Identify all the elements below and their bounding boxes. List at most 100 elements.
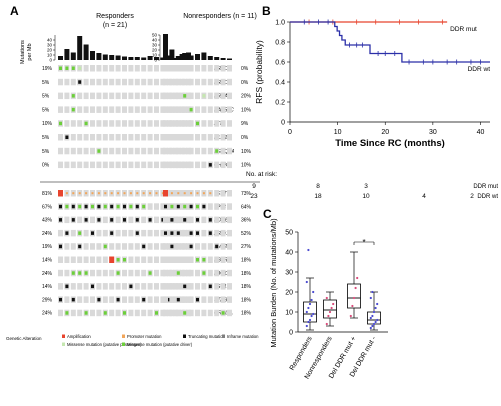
- responder-cell: [166, 283, 172, 290]
- responder-burden-bar: [64, 49, 70, 60]
- nonresponder-cell: [201, 134, 207, 141]
- responder-cell: [173, 65, 179, 72]
- data-point: [312, 290, 315, 294]
- responder-cell: [122, 229, 127, 237]
- responder-cell: [90, 120, 95, 127]
- at-risk-value: 9: [252, 183, 256, 190]
- missense-driver-mark: [189, 107, 193, 112]
- y-tick-label: 0: [289, 330, 293, 337]
- responder-burden-bar: [141, 57, 147, 60]
- promoter-mark: [149, 192, 152, 195]
- data-point: [369, 316, 372, 320]
- responder-burden-bar: [179, 54, 185, 60]
- responder-cell: [77, 256, 83, 263]
- responder-cell: [141, 65, 147, 72]
- responder-cell: [109, 65, 115, 72]
- data-point: [330, 306, 333, 310]
- x-tick-label: 20: [381, 129, 389, 136]
- nonresponder-cell: [188, 65, 194, 72]
- nonresponder-percent: 0%: [241, 135, 249, 141]
- data-point: [327, 314, 330, 318]
- responder-cell: [154, 256, 159, 263]
- truncating-mark: [97, 218, 101, 222]
- nonresponder-percent: 73%: [241, 191, 252, 197]
- responder-cell: [160, 147, 166, 155]
- at-risk-label: DDR wt: [477, 194, 498, 200]
- nonresponder-cell: [220, 203, 226, 210]
- responder-cell: [160, 92, 166, 100]
- responder-cell: [186, 147, 191, 155]
- at-risk-label: DDR mut: [473, 184, 498, 190]
- responder-cell: [141, 269, 147, 277]
- responder-cell: [90, 243, 95, 250]
- responder-percent: 24%: [42, 311, 53, 317]
- y-tick-label: 0.4: [275, 80, 285, 87]
- responder-cell: [186, 92, 191, 100]
- data-point: [351, 304, 354, 308]
- responder-cell: [115, 92, 121, 100]
- responder-cell: [96, 120, 102, 127]
- missense-driver-mark: [116, 271, 120, 275]
- responder-cell: [77, 309, 83, 317]
- y-tick-label: 50: [285, 230, 293, 237]
- nonresponder-cell: [207, 78, 213, 86]
- responder-cell: [141, 78, 147, 86]
- alteration-legend: Genetic Alteration Amplification Promoter …: [6, 334, 259, 347]
- nonresponder-cell: [188, 147, 194, 155]
- at-risk-value: 23: [250, 193, 258, 200]
- y-tick-label: 0.8: [275, 40, 285, 47]
- truncating-mark: [110, 204, 114, 209]
- responder-cell: [154, 243, 159, 250]
- truncating-mark: [164, 231, 167, 235]
- responder-cell: [179, 269, 185, 277]
- oncoprint-grid: 19%ERCC20%5%ERCC50%5%BRCA220%5%RAD51C10%…: [40, 65, 260, 317]
- responder-cell: [134, 65, 140, 72]
- nonresponder-cell: [188, 296, 194, 303]
- responder-cell: [186, 78, 191, 86]
- nonresponder-cell: [182, 269, 188, 277]
- truncating-mark: [135, 231, 139, 235]
- nonresponder-cell: [201, 147, 207, 155]
- data-point: [376, 318, 379, 322]
- nonresponder-cell: [163, 269, 168, 277]
- nonresponder-cell: [220, 161, 226, 169]
- nonresponder-cell: [214, 229, 220, 237]
- responder-percent: 19%: [42, 244, 53, 250]
- responder-cell: [90, 78, 95, 86]
- responder-burden-tick-label: 0: [49, 58, 52, 63]
- responder-cell: [64, 256, 70, 263]
- missense-driver-mark: [59, 66, 62, 70]
- responder-percent: 5%: [42, 149, 50, 155]
- nonresponder-percent: 18%: [241, 284, 252, 290]
- responder-cell: [122, 283, 127, 290]
- nonresponder-cell: [214, 190, 220, 197]
- truncating-mark: [91, 284, 94, 289]
- nonresponder-cell: [220, 65, 226, 72]
- nonresponder-percent: 18%: [241, 258, 252, 264]
- box: [347, 283, 361, 309]
- nonresponder-cell: [201, 65, 207, 72]
- nonresponder-cell: [188, 216, 194, 224]
- responder-burden-tick-label: 40: [47, 38, 53, 43]
- nonresponder-burden-tick-label: 40: [152, 38, 158, 43]
- nonresponder-cell: [220, 134, 226, 141]
- responder-burden-bar: [160, 57, 166, 60]
- responder-percent: 0%: [42, 163, 50, 169]
- promoter-mark: [110, 192, 113, 195]
- truncating-mark: [123, 218, 126, 222]
- data-point: [310, 314, 313, 318]
- data-point: [328, 310, 332, 314]
- responder-cell: [147, 296, 153, 303]
- responder-cell: [179, 229, 185, 237]
- y-tick-label: 40: [285, 250, 293, 257]
- nonresponder-cell: [227, 147, 232, 155]
- nonresponder-cell: [207, 120, 213, 127]
- truncating-mark: [59, 244, 62, 249]
- nonresponder-cell: [188, 92, 194, 100]
- nonresponder-cell: [214, 120, 220, 127]
- promoter-mark: [170, 192, 173, 195]
- truncating-mark: [176, 204, 180, 209]
- responder-cell: [70, 120, 76, 127]
- nonresponder-cell: [214, 92, 220, 100]
- responder-cell: [77, 106, 83, 113]
